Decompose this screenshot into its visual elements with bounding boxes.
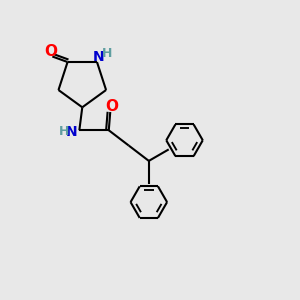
- Text: H: H: [59, 125, 69, 138]
- Text: N: N: [65, 125, 77, 139]
- Text: N: N: [93, 50, 104, 64]
- Text: O: O: [44, 44, 57, 59]
- Text: H: H: [102, 47, 112, 60]
- Text: O: O: [105, 99, 118, 114]
